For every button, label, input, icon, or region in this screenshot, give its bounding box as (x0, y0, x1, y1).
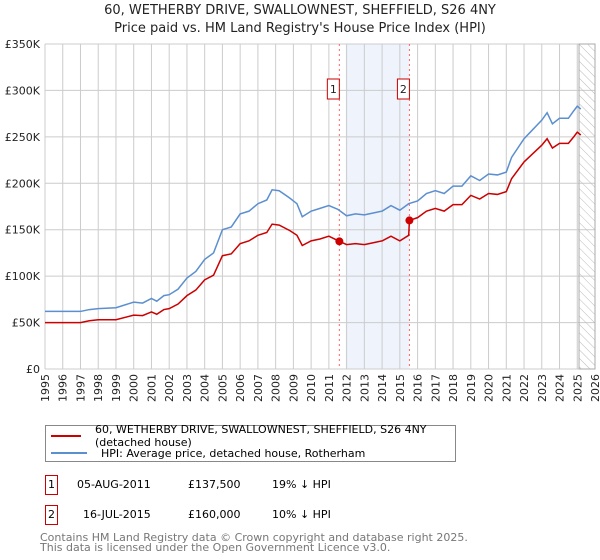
x-tick-label: 2024 (554, 374, 567, 402)
x-tick-label: 2023 (536, 374, 549, 402)
transaction-point (335, 237, 344, 246)
x-tick-label: 2009 (287, 374, 300, 402)
transaction-point (405, 216, 414, 225)
transaction-hpi: 19% ↓ HPI (272, 478, 331, 491)
transaction-badge: 1 (45, 475, 58, 495)
series-line (45, 131, 582, 324)
x-tick-label: 2025 (571, 374, 584, 402)
x-tick-label: 2011 (323, 374, 336, 402)
transaction-date: 05-AUG-2011 (77, 478, 151, 491)
x-tick-label: 1999 (110, 374, 123, 402)
legend-swatch-blue (51, 452, 87, 454)
chart-title: 60, WETHERBY DRIVE, SWALLOWNEST, SHEFFIE… (104, 3, 496, 18)
x-tick-label: 2000 (128, 374, 141, 402)
legend-swatch-red (51, 435, 82, 437)
x-tick-label: 1998 (92, 374, 105, 402)
x-tick-label: 2001 (145, 374, 158, 402)
transaction-price: £137,500 (188, 478, 241, 491)
x-tick-label: 2012 (341, 374, 354, 402)
x-tick-label: 2005 (216, 374, 229, 402)
x-tick-label: 2021 (500, 374, 513, 402)
annotation-box (396, 78, 410, 100)
x-tick-label: 2015 (394, 374, 407, 402)
x-tick-label: 2026 (589, 374, 600, 402)
x-tick-label: 1995 (39, 374, 52, 402)
x-tick-label: 2006 (234, 374, 247, 402)
x-tick-label: 2017 (429, 374, 442, 402)
transaction-date: 16-JUL-2015 (83, 508, 151, 521)
forecast-hatch (578, 43, 596, 370)
y-tick-label: £200K (5, 177, 41, 190)
x-tick-label: 2022 (518, 374, 531, 402)
x-tick-label: 1997 (74, 374, 87, 402)
y-tick-label: £0 (26, 363, 40, 376)
transaction-hpi: 10% ↓ HPI (272, 508, 331, 521)
y-tick-label: £350K (5, 38, 41, 51)
series-line (45, 105, 582, 313)
chart-subtitle: Price paid vs. HM Land Registry's House … (114, 21, 486, 36)
x-tick-label: 2008 (270, 374, 283, 402)
transaction-price: £160,000 (188, 508, 241, 521)
x-tick-label: 2014 (376, 374, 389, 402)
legend-item-property: 60, WETHERBY DRIVE, SWALLOWNEST, SHEFFIE… (46, 423, 455, 449)
footer-copyright: Contains HM Land Registry data © Crown c… (40, 531, 468, 544)
footer-licence: This data is licensed under the Open Gov… (40, 541, 391, 554)
x-tick-label: 1996 (57, 374, 70, 402)
x-tick-label: 2003 (181, 374, 194, 402)
y-tick-label: £300K (5, 84, 41, 97)
x-tick-label: 2019 (465, 374, 478, 402)
annotation-label: 1 (330, 83, 337, 96)
annotation-label: 2 (400, 83, 407, 96)
legend-label: HPI: Average price, detached house, Roth… (101, 446, 366, 460)
x-tick-label: 2018 (447, 374, 460, 402)
annotation-box (326, 78, 340, 100)
x-tick-label: 2020 (483, 374, 496, 402)
y-tick-label: £100K (5, 270, 41, 283)
transaction-badge: 2 (45, 505, 58, 525)
x-tick-label: 2013 (358, 374, 371, 402)
y-tick-label: £50K (12, 317, 41, 330)
price-chart: 1995 1996 1997 1998 1999 2000 2001 2002 2003 2004… (5, 38, 600, 402)
x-tick-label: 2007 (252, 374, 265, 402)
x-tick-label: 2002 (163, 374, 176, 402)
x-tick-label: 2010 (305, 374, 318, 402)
legend: 60, WETHERBY DRIVE, SWALLOWNEST, SHEFFIE… (45, 423, 456, 462)
y-tick-label: £250K (5, 131, 41, 144)
legend-item-hpi: HPI: Average price, detached house, Roth… (46, 445, 365, 461)
x-tick-label: 2016 (412, 374, 425, 402)
y-tick-label: £150K (5, 224, 41, 237)
x-tick-label: 2004 (199, 374, 212, 402)
legend-label: 60, WETHERBY DRIVE, SWALLOWNEST, SHEFFIE… (95, 423, 427, 449)
